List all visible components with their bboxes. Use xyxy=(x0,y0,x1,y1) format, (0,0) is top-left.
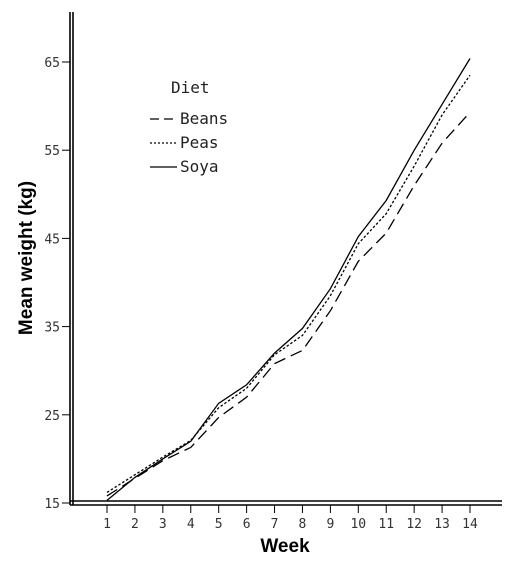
legend: Diet Beans Peas Soya xyxy=(150,78,228,176)
y-tick-label: 45 xyxy=(44,232,60,247)
x-tick-label: 6 xyxy=(243,517,251,532)
legend-label-soya: Soya xyxy=(180,157,219,176)
legend-label-peas: Peas xyxy=(180,133,219,152)
x-tick-label: 4 xyxy=(187,517,195,532)
x-tick-label: 13 xyxy=(434,517,450,532)
x-tick-label: 11 xyxy=(378,517,394,532)
series-line-soya xyxy=(107,59,470,501)
x-tick-label: 5 xyxy=(215,517,223,532)
y-tick-label: 65 xyxy=(44,56,60,71)
y-tick-label: 15 xyxy=(44,497,60,512)
y-tick-label: 25 xyxy=(44,409,60,424)
series-lines xyxy=(107,59,470,501)
x-tick-label: 7 xyxy=(271,517,279,532)
y-tick-label: 35 xyxy=(44,321,60,336)
series-line-peas xyxy=(107,75,470,492)
legend-title: Diet xyxy=(171,78,210,97)
series-line-beans xyxy=(107,112,470,496)
x-tick-label: 2 xyxy=(131,517,139,532)
x-tick-label: 10 xyxy=(350,517,366,532)
legend-label-beans: Beans xyxy=(180,109,228,128)
axes xyxy=(70,12,502,505)
x-tick-label: 8 xyxy=(299,517,307,532)
y-tick-label: 55 xyxy=(44,144,60,159)
x-tick-label: 3 xyxy=(159,517,167,532)
y-axis-title: Mean weight (kg) xyxy=(16,181,37,335)
x-tick-label: 12 xyxy=(406,517,422,532)
x-tick-label: 14 xyxy=(462,517,478,532)
x-axis-title: Week xyxy=(260,536,310,557)
x-tick-label: 1 xyxy=(103,517,111,532)
x-tick-label: 9 xyxy=(326,517,334,532)
